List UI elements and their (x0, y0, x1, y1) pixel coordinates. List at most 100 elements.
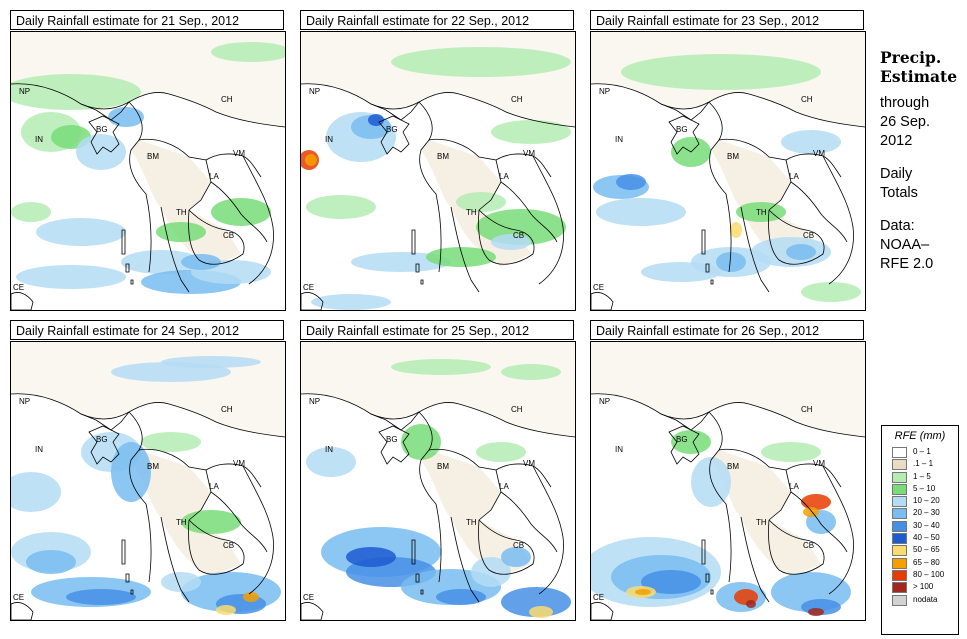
rain-area (736, 202, 786, 222)
border-line (591, 393, 865, 438)
rain-area (621, 54, 821, 90)
panel-title: Daily Rainfall estimate for 24 Sep., 201… (10, 320, 284, 340)
map-canvas: NP CH IN BG BM VM LA TH CB CE (591, 342, 865, 620)
border-line (88, 425, 120, 465)
border-line (188, 519, 245, 575)
rain-area (243, 592, 259, 602)
country-label-in: IN (35, 135, 43, 144)
country-label-vm: VM (813, 149, 825, 158)
legend-item: 5 – 10 (882, 483, 958, 495)
island-outline (301, 292, 324, 310)
legend-item: 10 – 20 (882, 495, 958, 508)
legend-label: 30 – 40 (913, 520, 940, 530)
island-outline (415, 573, 420, 583)
rain-area (529, 606, 553, 618)
country-label-cb: CB (803, 541, 814, 550)
rain-area (691, 457, 731, 507)
border-line (478, 519, 535, 575)
legend-label: nodata (913, 594, 938, 604)
rain-area (66, 589, 136, 605)
border-line (708, 101, 732, 273)
caption-data-line3: RFE 2.0 (880, 256, 934, 272)
border-line (128, 101, 152, 273)
legend-swatch (892, 520, 907, 532)
land-tint (711, 450, 821, 577)
country-label-np: NP (599, 87, 610, 96)
rain-area (671, 430, 711, 454)
legend-label: > 100 (913, 582, 934, 592)
country-label-bg: BG (96, 125, 108, 134)
side-caption: Precip. Estimate through 26 Sep. 2012 Da… (880, 48, 965, 274)
country-label-ch: CH (511, 95, 523, 104)
border-line (478, 209, 535, 265)
country-label-bm: BM (147, 462, 159, 471)
legend-swatch (892, 557, 907, 569)
island-outline (11, 292, 34, 310)
map-canvas: NP CH IN BG BM VM LA TH CB CE (11, 32, 285, 310)
rain-area (501, 364, 561, 380)
rain-area (306, 447, 356, 477)
rain-area (181, 254, 221, 270)
legend-label: 0 – 1 (913, 447, 931, 456)
rain-area (16, 265, 126, 289)
legend-label: 5 – 10 (913, 483, 936, 493)
country-label-np: NP (19, 87, 30, 96)
caption-daily-line1: Daily (880, 166, 913, 182)
country-label-np: NP (19, 397, 30, 406)
country-label-th: TH (756, 208, 767, 217)
border-line (428, 448, 502, 521)
rain-area (456, 192, 506, 212)
legend-label: 20 – 30 (913, 508, 940, 518)
rain-area (641, 570, 701, 594)
border-line (428, 138, 502, 211)
legend-label: 1 – 5 (913, 471, 931, 481)
border-line (210, 491, 268, 553)
island-outline (125, 573, 130, 583)
land-tint (131, 140, 241, 267)
border-line (591, 83, 865, 128)
country-label-bm: BM (437, 152, 449, 161)
border-line (500, 181, 558, 243)
rain-area (436, 589, 486, 605)
panel-title: Daily Rainfall estimate for 21 Sep., 201… (10, 10, 284, 30)
rain-area (36, 218, 126, 246)
rain-area (368, 114, 384, 126)
border-line (768, 519, 825, 575)
caption-through: through (880, 95, 930, 111)
panel-title: Daily Rainfall estimate for 22 Sep., 201… (300, 10, 574, 30)
rain-area (786, 244, 816, 260)
country-label-la: LA (499, 482, 509, 491)
country-label-ch: CH (801, 405, 813, 414)
rain-area (11, 74, 141, 110)
country-label-ce: CE (13, 283, 24, 292)
country-label-in: IN (325, 445, 333, 454)
country-label-bg: BG (676, 435, 688, 444)
rain-area (161, 572, 201, 592)
island-outline (415, 263, 420, 273)
panel-26: Daily Rainfall estimate for 26 Sep., 201… (590, 320, 866, 621)
legend-item: 0 – 1 (882, 446, 958, 458)
legend-swatch (892, 471, 907, 483)
border-line (740, 206, 770, 293)
country-label-in: IN (615, 445, 623, 454)
country-label-np: NP (309, 87, 320, 96)
country-label-bm: BM (437, 462, 449, 471)
panel-title: Daily Rainfall estimate for 26 Sep., 201… (590, 320, 864, 340)
border-line (242, 465, 274, 595)
rain-area (616, 174, 646, 190)
rain-area (11, 472, 61, 512)
border-line (11, 83, 285, 128)
rain-area (401, 424, 441, 460)
map-canvas: NP CH IN BG BM VM LA TH CB CE (301, 32, 575, 310)
rain-area (391, 359, 491, 375)
rain-area (211, 42, 285, 62)
island-outline (420, 589, 424, 595)
island-outline (701, 539, 706, 565)
island-outline (591, 602, 614, 620)
border-line (301, 83, 575, 128)
island-outline (701, 229, 706, 255)
rain-area (211, 198, 271, 226)
caption-date-line2: 2012 (880, 133, 913, 149)
country-label-np: NP (309, 397, 320, 406)
caption-title-line2: Estimate (880, 67, 958, 86)
